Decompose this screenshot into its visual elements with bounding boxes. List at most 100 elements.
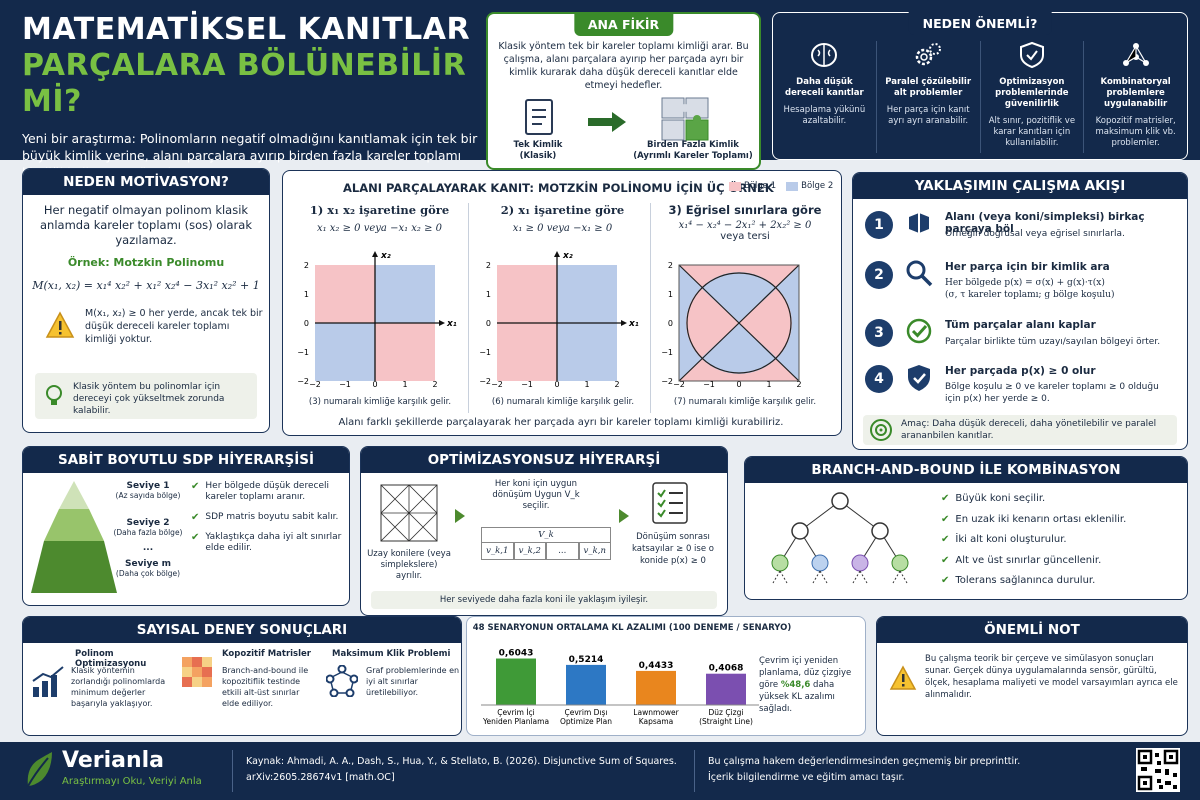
check-circle-icon xyxy=(905,317,933,349)
bar-value-label: 0,5214 xyxy=(569,655,604,665)
document-icon xyxy=(524,98,556,142)
sdp-title: SABİT BOYUTLU SDP HİYERARŞİSİ xyxy=(23,447,349,473)
check-icon: ✔ xyxy=(191,511,200,523)
check-icon: ✔ xyxy=(941,554,950,566)
disclaimer-1: Bu çalışma hakem değerlendirmesinden geç… xyxy=(708,756,1021,767)
chart-card: 48 SENARYONUN ORTALAMA KL AZALIMI (100 D… xyxy=(466,616,866,736)
page-title: MATEMATİKSEL KANITLAR PARÇALARA BÖLÜNEBİ… xyxy=(22,12,482,181)
motivation-title: NEDEN MOTİVASYON? xyxy=(23,169,269,195)
chart-note: Çevrim içi yeniden planlama, düz çizgiye… xyxy=(759,656,852,714)
x-tick-label: 1 xyxy=(584,380,589,389)
legend-swatch-1 xyxy=(729,181,741,191)
x-tick-label: 0 xyxy=(736,380,741,389)
x-tick-label: 2 xyxy=(796,380,801,389)
check-icon: ✔ xyxy=(941,575,950,586)
chart-title: 48 SENARYONUN ORTALAMA KL AZALIMI (100 D… xyxy=(472,623,792,633)
legend: Bölge 1 Bölge 2 xyxy=(729,181,833,191)
x-tick-label: 0 xyxy=(554,380,559,389)
main-idea-text: Klasik yöntem tek bir kareler toplamı ki… xyxy=(498,41,749,91)
example-panel-3: 3) Eğrisel sınırlara göre x₁⁴ − x₂⁴ − 2x… xyxy=(655,203,835,413)
matrix-grid-icon xyxy=(182,657,212,691)
warning-icon xyxy=(45,311,75,343)
check-icon: ✔ xyxy=(191,481,200,492)
panel-title: 2) x₁ işaretine göre xyxy=(500,203,625,217)
step-number: 3 xyxy=(865,319,893,347)
region-plot: −2 −1 0 1 2 2 1 0 −1 −2 x₁ x₂ xyxy=(297,249,467,395)
results-title: SAYISAL DENEY SONUÇLARI xyxy=(23,617,461,643)
flow-step: 1 Alanı (veya koni/simpleksi) birkaç par… xyxy=(865,209,1185,257)
warning-icon xyxy=(889,665,917,695)
why-item: Paralel çözülebilir alt problemler Her p… xyxy=(877,41,981,153)
motivation-note: Klasik yöntem bu polinomlar için derecey… xyxy=(73,382,225,416)
bar xyxy=(566,664,606,705)
why-item: Kombinatoryal problemlere uygulanabilir … xyxy=(1084,41,1187,153)
check-icon: ✔ xyxy=(941,513,950,525)
gears-icon xyxy=(881,41,976,73)
sdp-bullets: ✔ Her bölgede düşük dereceli kareler topl… xyxy=(191,481,347,563)
important-title: ÖNEMLİ NOT xyxy=(877,617,1187,643)
examples-title: ALANI PARÇALAYARAK KANIT: MOTZKİN POLİNO… xyxy=(343,181,774,195)
example-panel-1: 1) x₁ x₂ işaretine göre x₁ x₂ ≥ 0 veya −… xyxy=(291,203,469,413)
opt-right-text: Dönüşüm sonrası katsayılar ≥ 0 ise o kon… xyxy=(632,532,714,566)
motivation-warning: M(x₁, x₂) ≥ 0 her yerde, ancak tek bir d… xyxy=(85,308,263,345)
x-axis-label: x₁ xyxy=(446,319,457,329)
pyramid xyxy=(29,479,119,599)
y-tick-label: 1 xyxy=(486,290,491,299)
footer: Verianla Araştırmayı Oku, Veriyi Anla Ka… xyxy=(0,742,1200,800)
bnb-title: BRANCH-AND-BOUND İLE KOMBİNASYON xyxy=(745,457,1187,483)
brand-name: Verianla xyxy=(62,748,165,773)
y-tick-label: 1 xyxy=(304,290,309,299)
legend-swatch-2 xyxy=(786,181,799,191)
single-identity-label: Tek Kimlik (Klasik) xyxy=(513,140,563,161)
bar-value-label: 0,4433 xyxy=(639,661,674,671)
y-tick-label: −1 xyxy=(661,348,673,357)
list-item: ✔ Her bölgede düşük dereceli kareler topl… xyxy=(191,481,329,503)
motivation-card: NEDEN MOTİVASYON? Her negatif olmayan po… xyxy=(22,168,270,433)
motivation-note-box: Klasik yöntem bu polinomlar için derecey… xyxy=(35,373,257,419)
vk-cell: ... xyxy=(546,542,579,560)
arxiv-text: arXiv:2605.28674v1 [math.OC] xyxy=(246,772,395,783)
sdp-card: SABİT BOYUTLU SDP HİYERARŞİSİ Seviye 1 (… xyxy=(22,446,350,606)
panel-caption: (3) numaralı kimliğe karşılık gelir. xyxy=(308,397,452,407)
x-axis-label: x₁ xyxy=(628,319,639,329)
main-idea-card: ANA FİKİR Klasik yöntem tek bir kareler … xyxy=(486,12,761,170)
results-card: SAYISAL DENEY SONUÇLARI Polinom Optimiza… xyxy=(22,616,462,736)
x-tick-label: 1 xyxy=(766,380,771,389)
vk-cell: v_k,1 xyxy=(481,542,514,560)
flow-step: 4 Her parçada p(x) ≥ 0 olur Bölge koşulu… xyxy=(865,363,1185,411)
y-tick-label: −2 xyxy=(479,377,491,386)
bar xyxy=(706,673,746,705)
x-tick-label: 0 xyxy=(372,380,377,389)
motivation-example: Örnek: Motzkin Polinomu xyxy=(67,256,225,269)
flow-step: 2 Her parça için bir kimlik ara Her bölg… xyxy=(865,259,1185,315)
opt-mid-text: Her koni için uygun dönüşüm Uygun V_k se… xyxy=(492,479,580,511)
x-tick-label: 2 xyxy=(614,380,619,389)
y-tick-label: 2 xyxy=(304,261,309,270)
panel-title: 1) x₁ x₂ işaretine göre xyxy=(309,203,450,217)
tree-diagram xyxy=(765,491,915,595)
brain-icon xyxy=(777,41,872,73)
flow-card: YAKLAŞIMIN ÇALIŞMA AKIŞI 1 Alanı (veya k… xyxy=(852,172,1188,450)
legend-region-1: Bölge 1 xyxy=(744,181,777,191)
qr-code-icon[interactable] xyxy=(1136,748,1180,796)
shield-icon xyxy=(985,41,1080,73)
panel-caption: (7) numaralı kimliğe karşılık gelir. xyxy=(673,397,817,407)
why-item: Optimizasyon problemlerinde güvenilirlik… xyxy=(981,41,1085,153)
y-axis-label: x₂ xyxy=(562,251,573,261)
cone-mesh-icon xyxy=(379,483,439,547)
disclaimer-2: İçerik bilgilendirme ve eğitim amacı taş… xyxy=(708,772,905,783)
y-tick-label: −2 xyxy=(661,377,673,386)
important-card: ÖNEMLİ NOT Bu çalışma teorik bir çerçeve… xyxy=(876,616,1188,736)
list-item: ✔ Yaklaştıkça daha iyi alt sınırlar elde … xyxy=(191,532,342,554)
panel-title: 3) Eğrisel sınırlara göre xyxy=(668,203,822,217)
opt-footer: Her seviyede daha fazla koni ile yaklaşı… xyxy=(371,591,717,609)
category-label: Lawnmower xyxy=(633,708,679,717)
puzzle-icon xyxy=(658,94,718,146)
list-item: ✔ Alt ve üst sınırlar güncellenir. xyxy=(941,554,1102,566)
motivation-text: Her negatif olmayan polinom klasik anlam… xyxy=(40,203,252,247)
opt-title: OPTİMİZASYONSUZ HİYERARŞİ xyxy=(361,447,727,473)
check-icon: ✔ xyxy=(191,532,200,543)
y-tick-label: 2 xyxy=(668,261,673,270)
flow-goal: Amaç: Daha düşük dereceli, daha yönetile… xyxy=(901,419,1157,441)
flow-title: YAKLAŞIMIN ÇALIŞMA AKIŞI xyxy=(853,173,1187,199)
